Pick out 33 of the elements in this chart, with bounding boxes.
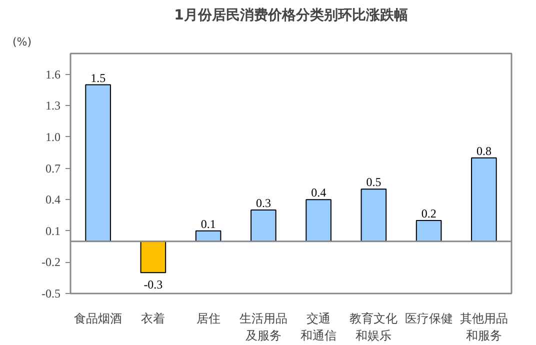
chart-title: 1月份居民消费价格分类别环比涨跌幅 bbox=[174, 8, 408, 24]
y-tick-label: 0.4 bbox=[46, 192, 60, 207]
y-tick-label: 1.3 bbox=[46, 98, 60, 113]
x-tick-label: 医疗保健 bbox=[404, 312, 453, 326]
x-tick-label: 其他用品和服务 bbox=[460, 312, 508, 342]
y-tick-label: 1.6 bbox=[46, 67, 60, 82]
x-tick-label: 居住 bbox=[196, 312, 220, 326]
x-tick-label: 衣着 bbox=[141, 312, 166, 326]
bar bbox=[250, 210, 276, 242]
y-tick-label: 0.1 bbox=[46, 224, 60, 238]
x-tick-label: 交通和通信 bbox=[300, 312, 337, 342]
data-label: 0.3 bbox=[256, 196, 271, 210]
x-tick-label: 生活用品及服务 bbox=[239, 312, 288, 342]
y-tick-label: 1.0 bbox=[46, 130, 60, 144]
y-axis-title: (%) bbox=[12, 36, 32, 48]
y-tick-label: -0.2 bbox=[42, 255, 61, 270]
bar bbox=[360, 188, 387, 242]
data-label: 0.5 bbox=[366, 175, 382, 190]
data-label: 0.8 bbox=[476, 144, 492, 158]
bar bbox=[140, 240, 166, 274]
bar bbox=[416, 220, 442, 242]
data-label: 0.2 bbox=[421, 206, 436, 220]
bar bbox=[306, 199, 332, 242]
x-tick-label: 教育文化和娱乐 bbox=[350, 312, 398, 342]
data-label: -0.3 bbox=[144, 278, 163, 292]
data-label: 0.4 bbox=[311, 186, 326, 200]
bar bbox=[471, 157, 497, 242]
bar bbox=[85, 84, 111, 242]
data-label: 1.5 bbox=[90, 70, 106, 85]
y-tick-label: -0.5 bbox=[42, 286, 61, 300]
data-label: 0.1 bbox=[200, 216, 216, 231]
x-tick-label: 食品烟酒 bbox=[74, 312, 122, 326]
y-tick-label: 0.7 bbox=[46, 161, 60, 176]
